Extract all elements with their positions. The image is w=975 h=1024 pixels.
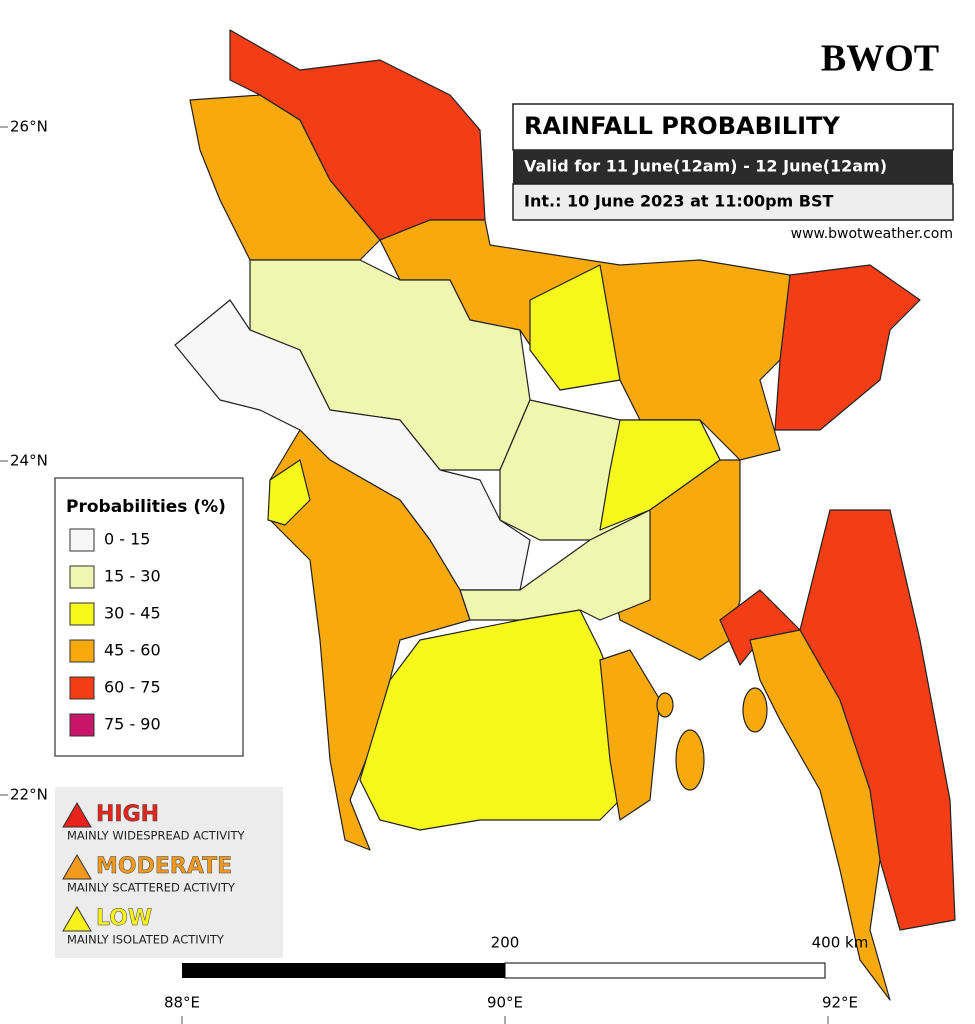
region — [359, 609, 621, 831]
lat-label: 26°N — [10, 118, 48, 136]
website: www.bwotweather.com — [791, 226, 953, 242]
legend: Probabilities (%) 0 - 15 15 - 30 30 - 45 45… — [54, 477, 244, 757]
scale-segment — [182, 963, 505, 978]
valid-text: Valid for 11 June(12am) - 12 June(12am) — [524, 157, 887, 176]
legend-label: 0 - 15 — [104, 530, 150, 549]
risk-desc: MAINLY WIDESPREAD ACTIVITY — [67, 829, 245, 843]
legend-label: 30 - 45 — [104, 604, 161, 623]
risk-icon — [62, 854, 92, 880]
scale-label: 400 km — [812, 934, 869, 952]
risk-level: MODERATE — [96, 854, 232, 879]
region — [529, 264, 621, 391]
legend-swatch — [69, 676, 95, 700]
valid-box — [513, 150, 953, 184]
issued-text: Int.: 10 June 2023 at 11:00pm BST — [524, 192, 833, 211]
risk-level: HIGH — [96, 802, 159, 827]
island — [675, 729, 705, 791]
risk-icon — [62, 802, 92, 828]
risk-desc: MAINLY SCATTERED ACTIVITY — [67, 881, 236, 895]
lon-label: 90°E — [487, 994, 523, 1012]
risk-icon — [62, 906, 92, 932]
issued-box — [512, 183, 954, 221]
region — [774, 264, 921, 431]
map — [174, 29, 956, 1001]
risk-box — [55, 787, 283, 958]
logo: BWOT — [821, 38, 939, 80]
lon-label: 88°E — [164, 994, 200, 1012]
scale-segment — [504, 962, 826, 979]
scale-label: 200 — [491, 934, 520, 952]
legend-swatch — [69, 713, 95, 737]
header: BWOT RAINFALL PROBABILITY Valid for 11 J… — [512, 38, 954, 242]
region — [599, 649, 661, 821]
legend-label: 45 - 60 — [104, 641, 161, 660]
lat-label: 22°N — [10, 786, 48, 804]
island — [742, 687, 768, 733]
region — [267, 459, 311, 526]
risk-level: LOW — [96, 906, 152, 931]
legend-label: 75 - 90 — [104, 715, 161, 734]
scale-bar: 200 400 km — [182, 934, 868, 979]
lat-label: 24°N — [10, 452, 48, 470]
legend-title: Probabilities (%) — [66, 497, 226, 517]
legend-swatch — [69, 639, 95, 663]
title: RAINFALL PROBABILITY — [524, 112, 840, 140]
legend-swatch — [69, 565, 95, 589]
legend-label: 60 - 75 — [104, 678, 161, 697]
legend-swatch — [69, 602, 95, 626]
lon-label: 92°E — [822, 994, 858, 1012]
legend-label: 15 - 30 — [104, 567, 161, 586]
frame — [0, 126, 829, 1024]
legend-swatch — [69, 528, 95, 552]
region — [459, 509, 651, 621]
risk-panel: HIGH MAINLY WIDESPREAD ACTIVITY MODERATE MA… — [55, 787, 283, 958]
island — [656, 692, 674, 718]
risk-desc: MAINLY ISOLATED ACTIVITY — [67, 933, 225, 947]
region — [749, 629, 891, 1001]
